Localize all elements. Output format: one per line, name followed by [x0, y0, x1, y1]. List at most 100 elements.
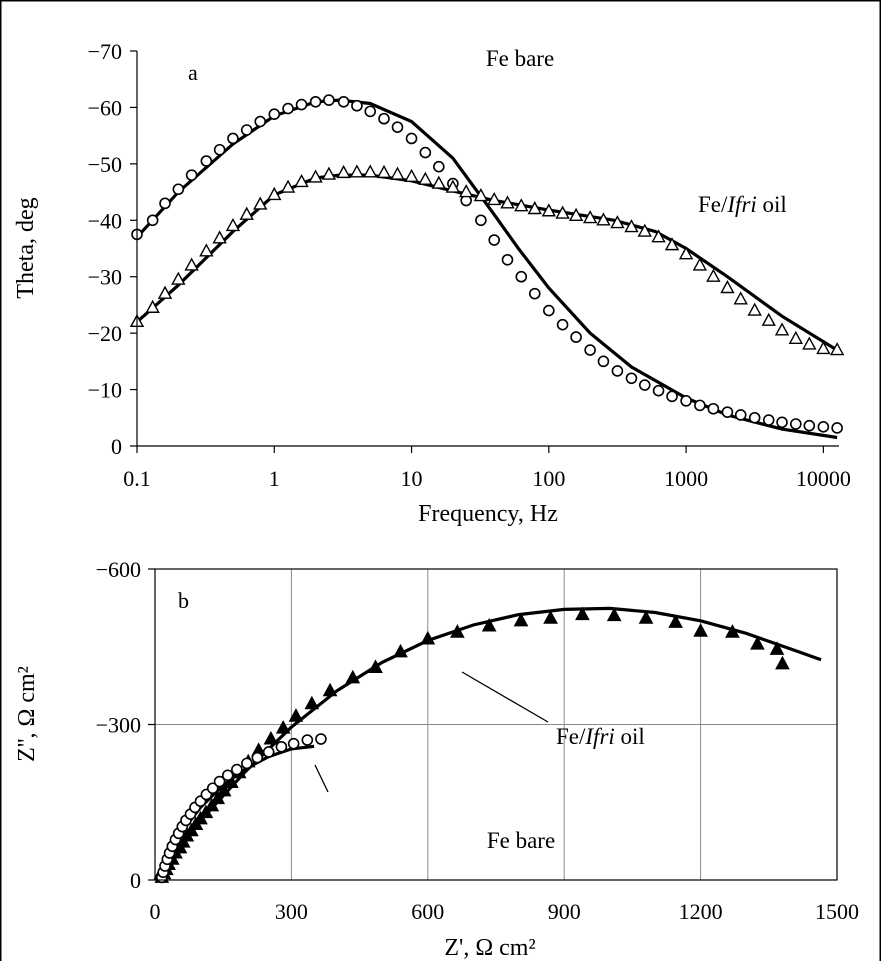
- chart-b-x-tick-label: 900: [548, 899, 581, 924]
- chart-a-y-tick-label: −40: [88, 208, 122, 233]
- chart-a-point-fe-bare: [694, 399, 706, 412]
- chart-b-panel-label: b: [178, 588, 189, 613]
- chart-b-y-axis-title: Z'', Ω cm²: [14, 666, 40, 762]
- chart-a-y-tick-label: −60: [88, 95, 122, 120]
- chart-b-point-fe-ifri-oil: [638, 610, 654, 624]
- chart-a-point-fe-bare: [146, 214, 159, 227]
- chart-a-point-fe-ifri-oil: [294, 173, 309, 188]
- chart-a-point-fe-bare: [776, 416, 788, 429]
- chart-a-point-fe-bare: [584, 344, 596, 356]
- chart-a-point-fe-bare: [227, 132, 239, 145]
- chart-a-point-fe-ifri-oil: [349, 164, 365, 178]
- chart-a-point-fe-ifri-oil: [157, 285, 173, 299]
- chart-a-point-fe-ifri-oil: [280, 179, 296, 193]
- chart-a-point-fe-bare: [611, 365, 624, 377]
- chart-a-point-fe-bare: [570, 331, 582, 343]
- chart-a-point-fe-ifri-oil: [774, 322, 790, 336]
- chart-b-point-fe-ifri-oil: [693, 623, 708, 637]
- chart-a-point-fe-ifri-oil: [527, 201, 542, 215]
- chart-b-point-fe-bare: [221, 769, 234, 782]
- chart-a-point-fe-bare: [172, 183, 185, 196]
- chart-a-point-fe-bare: [419, 146, 432, 159]
- chart-a-point-fe-ifri-oil: [816, 340, 831, 355]
- chart-a-point-fe-bare: [488, 234, 500, 246]
- chart-b-markers: [154, 606, 790, 884]
- chart-a-point-fe-ifri-oil: [390, 166, 405, 180]
- chart-a-point-fe-ifri-oil: [418, 171, 433, 185]
- chart-a-point-fe-ifri-oil: [568, 207, 584, 221]
- chart-b-ticks: 0 300 600 900 1200 1500 0 −300 −600: [96, 557, 859, 924]
- chart-a-point-fe-ifri-oil: [761, 312, 776, 326]
- chart-a-point-fe-ifri-oil: [404, 168, 419, 183]
- chart-a-point-fe-ifri-oil: [212, 230, 227, 244]
- chart-a-point-fe-bare: [597, 355, 610, 368]
- chart-a-point-fe-ifri-oil: [514, 198, 529, 212]
- chart-a-y-tick-label: −50: [88, 152, 122, 177]
- chart-a-x-tick-label: 100: [532, 466, 565, 491]
- chart-a-point-fe-ifri-oil: [720, 280, 735, 294]
- chart-a-x-tick-label: 10000: [796, 466, 851, 491]
- chart-a-point-fe-bare: [831, 422, 843, 434]
- chart-a-point-fe-bare: [625, 372, 638, 385]
- chart-a-point-fe-ifri-oil: [500, 195, 515, 209]
- chart-a-point-fe-ifri-oil: [610, 215, 625, 229]
- chart-a-x-tick-label: 10: [401, 466, 423, 491]
- chart-b-point-fe-ifri-oil: [420, 630, 436, 645]
- chart-a-point-fe-bare: [707, 402, 720, 415]
- chart-b-point-fe-ifri-oil: [668, 614, 683, 628]
- chart-a-point-fe-bare: [405, 132, 418, 145]
- chart-b-grid: [155, 569, 837, 880]
- chart-a-point-fe-bare: [556, 318, 569, 331]
- chart-b-point-fe-ifri-oil: [750, 636, 765, 650]
- chart-a-x-axis-title: Frequency, Hz: [418, 501, 558, 527]
- chart-b-point-fe-ifri-oil: [575, 606, 590, 621]
- chart-a-point-fe-ifri-oil: [747, 302, 762, 316]
- chart-a-point-fe-bare: [337, 95, 350, 108]
- chart-a-point-fe-bare: [213, 143, 226, 156]
- chart-a-point-fe-ifri-oil: [706, 268, 721, 282]
- chart-b-point-fe-ifri-oil: [204, 797, 220, 812]
- chart-b-point-fe-ifri-oil: [224, 774, 239, 789]
- chart-a-point-fe-ifri-oil: [829, 342, 845, 356]
- chart-a-point-fe-bare: [351, 99, 363, 112]
- chart-a-point-fe-ifri-oil: [431, 175, 446, 189]
- chart-a-point-fe-ifri-oil: [336, 164, 351, 179]
- chart-b-y-tick-label: −300: [96, 713, 141, 738]
- chart-b-point-fe-ifri-oil: [304, 695, 320, 710]
- chart-b-point-fe-ifri-oil: [725, 624, 740, 638]
- chart-a-point-fe-bare: [378, 112, 390, 125]
- chart-b-point-fe-bare: [315, 733, 327, 745]
- chart-b-point-fe-bare: [251, 751, 264, 764]
- chart-a-point-fe-bare: [185, 169, 198, 181]
- chart-a-y-axis-title: Theta, deg: [13, 197, 39, 298]
- chart-a-point-fe-ifri-oil: [308, 169, 323, 183]
- chart-b-point-fe-ifri-oil: [769, 641, 785, 655]
- chart-a-point-fe-ifri-oil: [321, 166, 337, 180]
- chart-b-x-axis-title: Z', Ω cm²: [444, 935, 535, 961]
- chart-a-point-fe-bare: [748, 411, 761, 424]
- chart-b-x-tick-label: 1500: [815, 899, 859, 924]
- chart-a-fit-lines: [135, 98, 838, 440]
- chart-a-fit-line: [135, 98, 838, 440]
- chart-a-point-fe-ifri-oil: [171, 271, 186, 285]
- chart-a-point-fe-ifri-oil: [802, 336, 817, 350]
- chart-b-point-fe-ifri-oil: [210, 790, 226, 805]
- chart-a-point-fe-ifri-oil: [487, 192, 502, 206]
- chart-b-point-fe-bare: [206, 782, 219, 795]
- chart-b-leader-line-bare: [314, 764, 329, 793]
- chart-a-point-fe-bare: [734, 409, 747, 421]
- chart-a-point-fe-ifri-oil: [445, 179, 461, 193]
- chart-a-point-fe-ifri-oil: [541, 203, 556, 217]
- chart-a-point-fe-bare: [515, 270, 528, 283]
- chart-b-point-fe-ifri-oil: [513, 612, 529, 627]
- chart-a-point-fe-ifri-oil: [692, 257, 708, 271]
- chart-b-point-fe-ifri-oil: [322, 682, 338, 697]
- chart-a-point-fe-bare: [543, 304, 555, 317]
- chart-a-y-tick-label: −10: [88, 378, 122, 403]
- chart-a-point-fe-ifri-oil: [458, 184, 474, 198]
- chart-b-point-fe-ifri-oil: [345, 669, 361, 684]
- chart-b-leader-line-ifri: [461, 671, 549, 723]
- chart-b-point-fe-ifri-oil: [263, 730, 279, 745]
- chart-b-point-fe-bare: [262, 746, 275, 758]
